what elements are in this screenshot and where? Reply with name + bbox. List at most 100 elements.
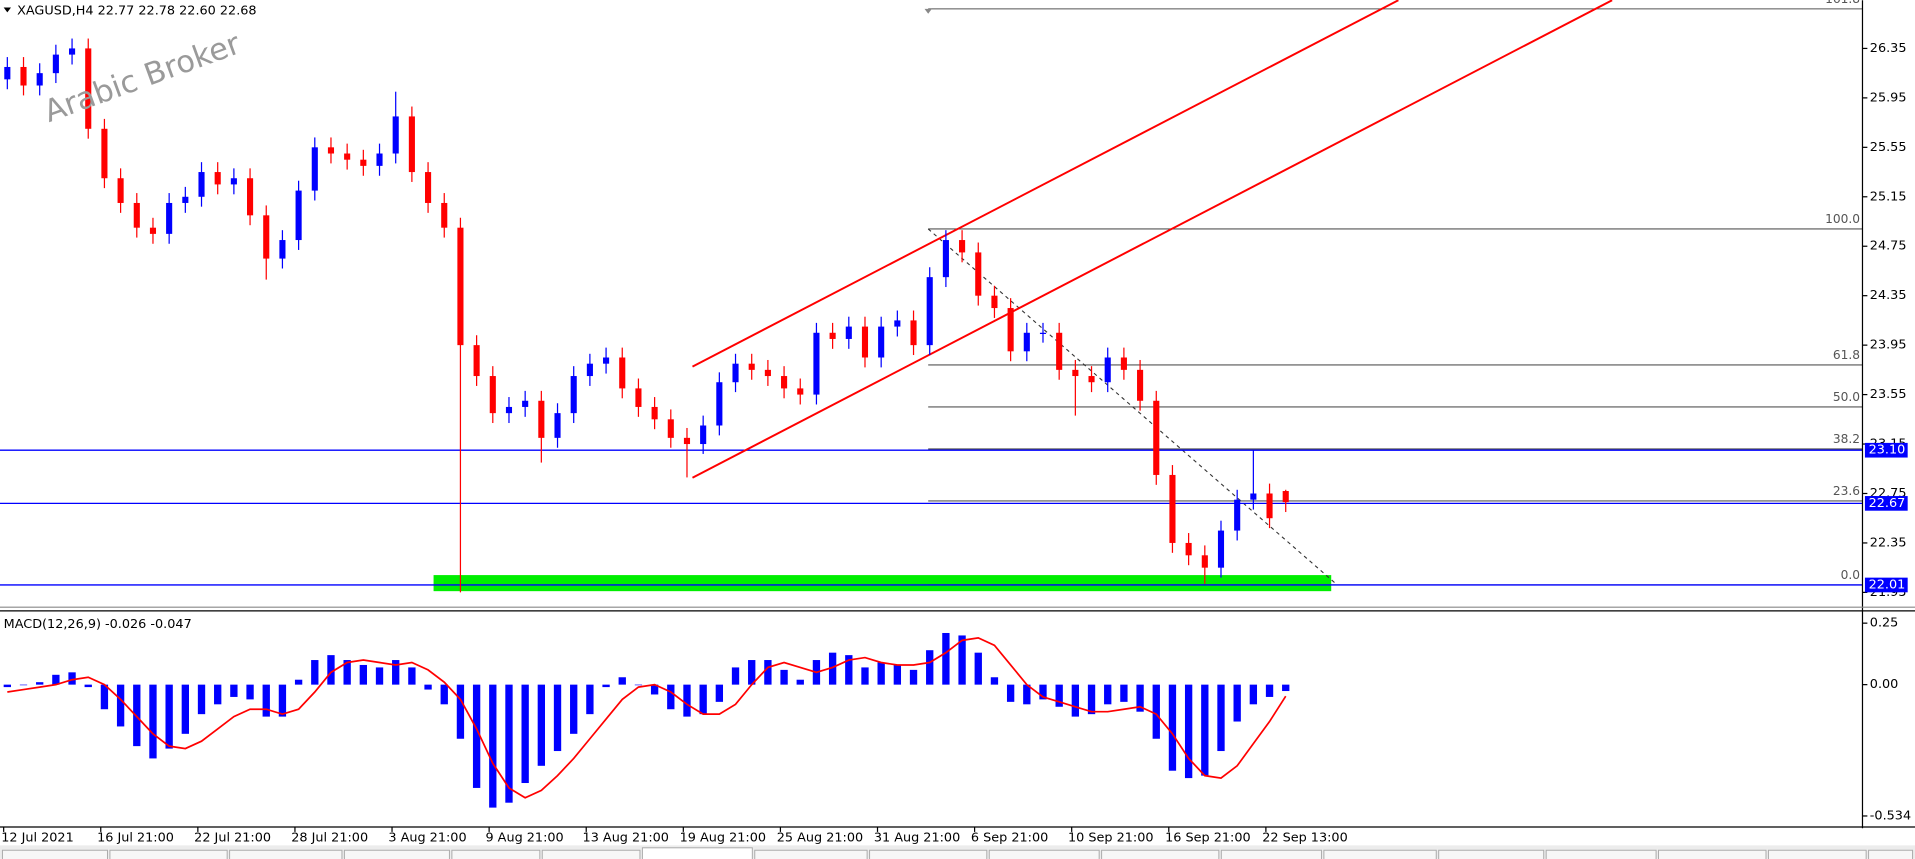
tab[interactable] <box>343 849 450 859</box>
tab[interactable] <box>1767 849 1867 859</box>
chart-header: XAGUSD,H4 22.77 22.78 22.60 22.68 <box>17 4 256 19</box>
level-price-label: 23.10 <box>1869 443 1906 458</box>
candle-body <box>214 172 221 185</box>
candle-body <box>1185 542 1192 556</box>
candle-body <box>1169 474 1176 543</box>
macd-bar <box>715 684 724 702</box>
macd-bar <box>1055 684 1063 707</box>
tab[interactable] <box>451 849 541 859</box>
tab[interactable] <box>1658 849 1767 859</box>
candle-body <box>538 400 545 438</box>
tab[interactable] <box>1868 849 1914 859</box>
tab[interactable] <box>1220 849 1322 859</box>
candle-body <box>716 382 723 426</box>
candle-body <box>1039 332 1047 334</box>
macd-bar <box>1152 684 1160 739</box>
candle-body <box>20 66 27 86</box>
candle-body <box>748 363 755 370</box>
candle-body <box>926 277 933 346</box>
y-tick-label: 0.00 <box>1870 677 1899 692</box>
macd-bar <box>521 684 529 784</box>
macd-bar <box>1282 684 1290 692</box>
tab-active[interactable] <box>641 847 753 859</box>
tab[interactable] <box>869 849 988 859</box>
macd-bar <box>181 684 189 734</box>
macd-bar <box>845 655 853 685</box>
candle-body <box>1282 491 1289 503</box>
candle-body <box>942 240 949 278</box>
macd-bar <box>1006 684 1015 702</box>
front-layer: 26.35 25.95 25.55 25.15 24.75 24.35 23.95 23.55… <box>1 38 1911 846</box>
tab[interactable] <box>229 849 343 859</box>
macd-bar <box>958 635 966 685</box>
macd-bar <box>19 684 28 686</box>
candle-body <box>603 357 610 364</box>
fib-label: 50.0 <box>1833 390 1860 404</box>
candle-body <box>667 419 674 438</box>
candle-body <box>457 227 464 346</box>
candle-body <box>117 178 124 203</box>
macd-bar <box>52 674 60 685</box>
x-tick-label: 9 Aug 21:00 <box>485 831 563 846</box>
candle-body <box>651 406 658 420</box>
tab[interactable] <box>109 849 228 859</box>
candle-body <box>797 388 804 395</box>
macd-bar <box>1087 684 1096 715</box>
x-tick-label: 10 Sep 21:00 <box>1068 831 1154 846</box>
x-tick-label: 25 Aug 21:00 <box>777 831 863 846</box>
candle-body <box>344 153 351 160</box>
macd-bar <box>505 684 513 803</box>
macd-bar <box>1104 684 1112 705</box>
macd-bar <box>392 660 400 685</box>
candle-body <box>1201 555 1208 568</box>
y-tick-label: 24.75 <box>1870 239 1907 254</box>
macd-bar <box>230 684 238 697</box>
candle-body <box>554 413 561 438</box>
candle-body <box>327 147 335 154</box>
tab[interactable] <box>1 849 108 859</box>
macd-bar <box>165 684 173 749</box>
candle-body <box>1250 493 1257 500</box>
candle-body <box>1234 499 1241 531</box>
macd-bar <box>1136 684 1144 712</box>
fib-label: 23.6 <box>1833 484 1860 498</box>
menu-arrow[interactable] <box>3 7 11 13</box>
x-tick-label: 22 Sep 13:00 <box>1262 831 1348 846</box>
macd-bar <box>748 660 756 685</box>
candle-body <box>36 73 43 86</box>
macd-bar <box>634 684 643 686</box>
macd-bar <box>375 667 384 685</box>
x-tick-label: 12 Jul 2021 <box>1 831 74 846</box>
y-tick-label: 24.35 <box>1870 288 1907 303</box>
candle-body <box>894 320 901 327</box>
candle-body <box>295 190 302 241</box>
candle-body <box>975 252 982 296</box>
macd-bar <box>36 682 44 685</box>
macd-bar <box>1217 684 1225 752</box>
macd-bar <box>327 655 335 685</box>
macd-bar <box>731 667 740 685</box>
candle-body <box>360 159 367 166</box>
tabs <box>1 847 1914 859</box>
macd-bar <box>440 684 448 705</box>
candle-body <box>861 326 869 358</box>
macd-bar <box>424 684 432 690</box>
tab[interactable] <box>1545 849 1657 859</box>
y-tick-label: 22.35 <box>1870 535 1907 550</box>
y-tick-label: -0.534 <box>1870 808 1911 823</box>
tab[interactable] <box>541 849 641 859</box>
macd-bar <box>1120 684 1128 702</box>
fib-label: 61.8 <box>1833 348 1860 362</box>
tab[interactable] <box>1101 849 1220 859</box>
candle-body <box>473 345 480 377</box>
channel-lower <box>692 0 1613 479</box>
tab[interactable] <box>1323 849 1437 859</box>
candle-body <box>133 202 140 228</box>
candle-body <box>376 153 383 166</box>
tab[interactable] <box>754 849 868 859</box>
tab[interactable] <box>1438 849 1545 859</box>
x-tick-label: 31 Aug 21:00 <box>874 831 960 846</box>
candle-body <box>425 172 432 203</box>
tab[interactable] <box>988 849 1100 859</box>
y-tick-label: 26.35 <box>1870 41 1907 56</box>
